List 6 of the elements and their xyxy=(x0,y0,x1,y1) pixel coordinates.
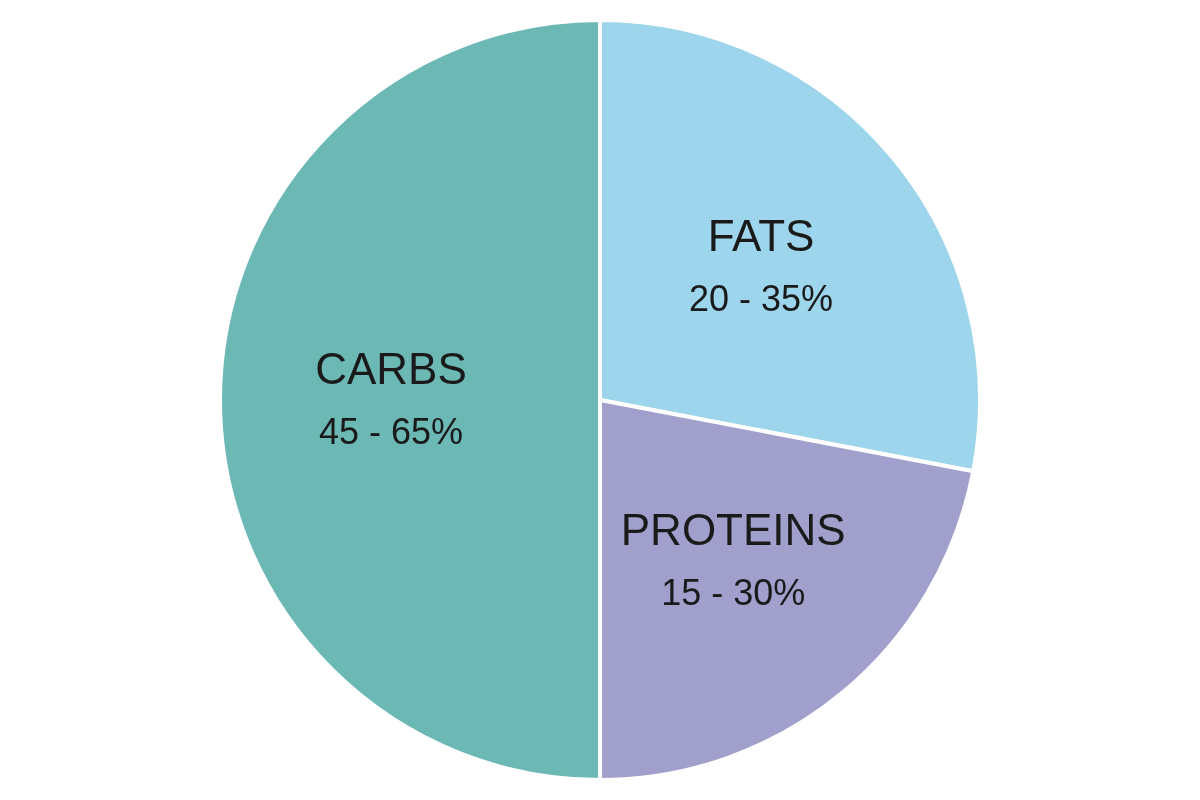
text: 45 - 65% xyxy=(318,410,464,452)
slice-label: CARBS xyxy=(315,344,467,394)
slice-label: PROTEINS xyxy=(620,505,846,555)
text: 20 - 35% xyxy=(688,277,834,319)
slice-label: FATS xyxy=(707,210,815,260)
text: 15 - 30% xyxy=(661,571,806,613)
